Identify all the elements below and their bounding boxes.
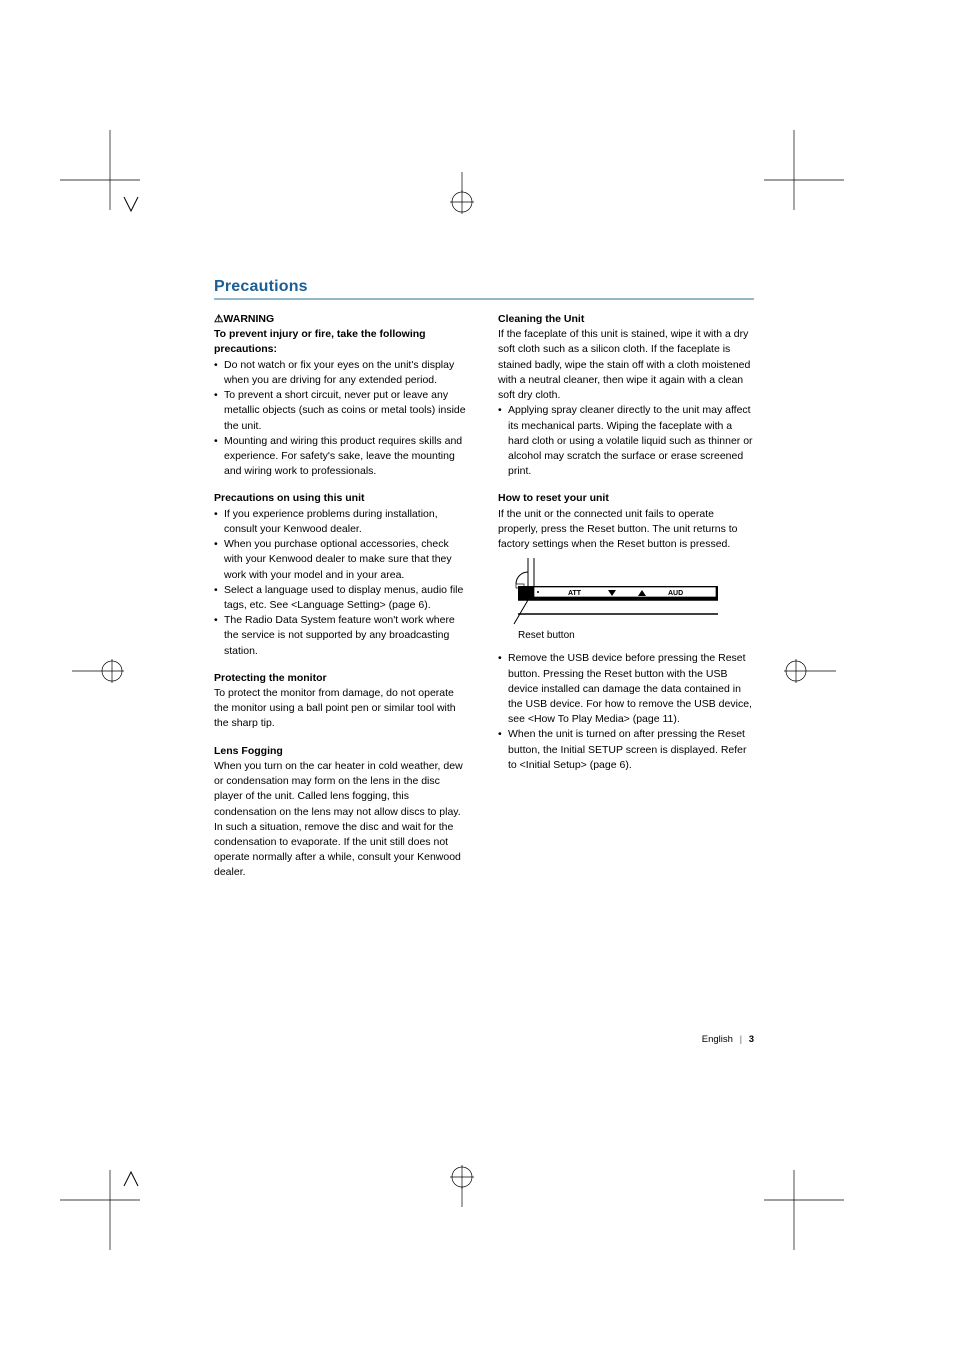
- fog-heading: Lens Fogging: [214, 744, 470, 759]
- diagram-label-att: ATT: [568, 590, 582, 597]
- list-item: Remove the USB device before pressing th…: [498, 651, 754, 727]
- reset-list: Remove the USB device before pressing th…: [498, 651, 754, 773]
- section-title: Precautions: [214, 278, 754, 300]
- diagram-label-aud: AUD: [668, 590, 683, 597]
- cropmark-top-left: [60, 130, 140, 210]
- precautions-heading: Precautions on using this unit: [214, 491, 470, 506]
- list-item: Do not watch or fix your eyes on the uni…: [214, 358, 470, 388]
- reset-diagram: ATT AUD: [508, 556, 718, 626]
- cropmark-bottom-left: [60, 1170, 140, 1250]
- column-right: Cleaning the Unit If the faceplate of th…: [498, 312, 754, 893]
- lambda-bottom-left: [122, 1170, 140, 1188]
- list-item: To prevent a short circuit, never put or…: [214, 388, 470, 434]
- warning-list: Do not watch or fix your eyes on the uni…: [214, 358, 470, 480]
- reset-heading: How to reset your unit: [498, 491, 754, 506]
- protect-heading: Protecting the monitor: [214, 671, 470, 686]
- page-content: Precautions ⚠WARNING To prevent injury o…: [214, 278, 754, 893]
- warning-label: WARNING: [223, 313, 274, 325]
- precautions-list: If you experience problems during instal…: [214, 507, 470, 659]
- list-item: Mounting and wiring this product require…: [214, 434, 470, 480]
- footer-lang: English: [702, 1034, 733, 1045]
- reset-body: If the unit or the connected unit fails …: [498, 507, 754, 553]
- column-left: ⚠WARNING To prevent injury or fire, take…: [214, 312, 470, 893]
- clean-list: Applying spray cleaner directly to the u…: [498, 403, 754, 479]
- list-item: Applying spray cleaner directly to the u…: [498, 403, 754, 479]
- regmark-top: [432, 172, 492, 219]
- lambda-top-left: [122, 195, 140, 213]
- list-item: When you purchase optional accessories, …: [214, 537, 470, 583]
- reset-caption: Reset button: [518, 630, 754, 641]
- regmark-left: [72, 650, 132, 697]
- clean-body: If the faceplate of this unit is stained…: [498, 327, 754, 403]
- page-footer: English | 3: [702, 1034, 754, 1045]
- list-item: The Radio Data System feature won't work…: [214, 613, 470, 659]
- cropmark-bottom-right: [764, 1170, 844, 1250]
- warning-subheading: To prevent injury or fire, take the foll…: [214, 327, 470, 357]
- warning-heading: ⚠WARNING: [214, 312, 470, 327]
- clean-heading: Cleaning the Unit: [498, 312, 754, 327]
- cropmark-top-right: [764, 130, 844, 210]
- footer-divider: |: [740, 1034, 742, 1045]
- fog-body: When you turn on the car heater in cold …: [214, 759, 470, 881]
- list-item: If you experience problems during instal…: [214, 507, 470, 537]
- regmark-right: [776, 650, 836, 697]
- list-item: When the unit is turned on after pressin…: [498, 727, 754, 773]
- list-item: Select a language used to display menus,…: [214, 583, 470, 613]
- warning-icon: ⚠: [214, 313, 223, 325]
- footer-page: 3: [749, 1034, 754, 1045]
- regmark-bottom: [432, 1165, 492, 1212]
- protect-body: To protect the monitor from damage, do n…: [214, 686, 470, 732]
